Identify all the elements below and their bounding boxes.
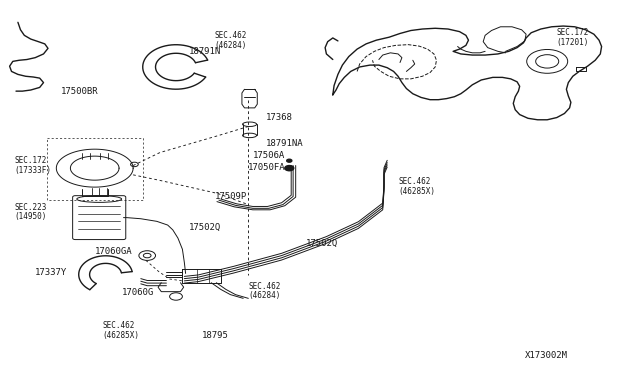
Text: SEC.462
(46284): SEC.462 (46284) (214, 31, 247, 49)
Text: 17502Q: 17502Q (306, 239, 338, 248)
Text: 17060GA: 17060GA (95, 247, 132, 256)
Text: 18791N: 18791N (189, 47, 221, 56)
Text: SEC.462
(46285X): SEC.462 (46285X) (102, 321, 140, 340)
Text: 17060G: 17060G (122, 288, 154, 297)
Text: X173002M: X173002M (525, 351, 568, 360)
Text: 17368: 17368 (266, 113, 292, 122)
Text: 17050FA: 17050FA (248, 163, 286, 172)
Text: 17502Q: 17502Q (189, 223, 221, 232)
Text: 17337Y: 17337Y (35, 268, 67, 277)
Text: 17506A: 17506A (253, 151, 285, 160)
Text: SEC.462
(46285X): SEC.462 (46285X) (398, 177, 435, 196)
Circle shape (285, 166, 294, 171)
Circle shape (287, 159, 292, 162)
Text: SEC.462
(46284): SEC.462 (46284) (248, 282, 281, 300)
Text: SEC.223
(14950): SEC.223 (14950) (14, 203, 47, 221)
Text: 17500BR: 17500BR (61, 87, 99, 96)
Text: 18791NA: 18791NA (266, 139, 303, 148)
Text: 18795: 18795 (202, 331, 228, 340)
Text: 17509P: 17509P (214, 192, 246, 201)
Text: SEC.172
(17333F): SEC.172 (17333F) (14, 156, 51, 175)
Text: SEC.172
(17201): SEC.172 (17201) (557, 28, 589, 46)
